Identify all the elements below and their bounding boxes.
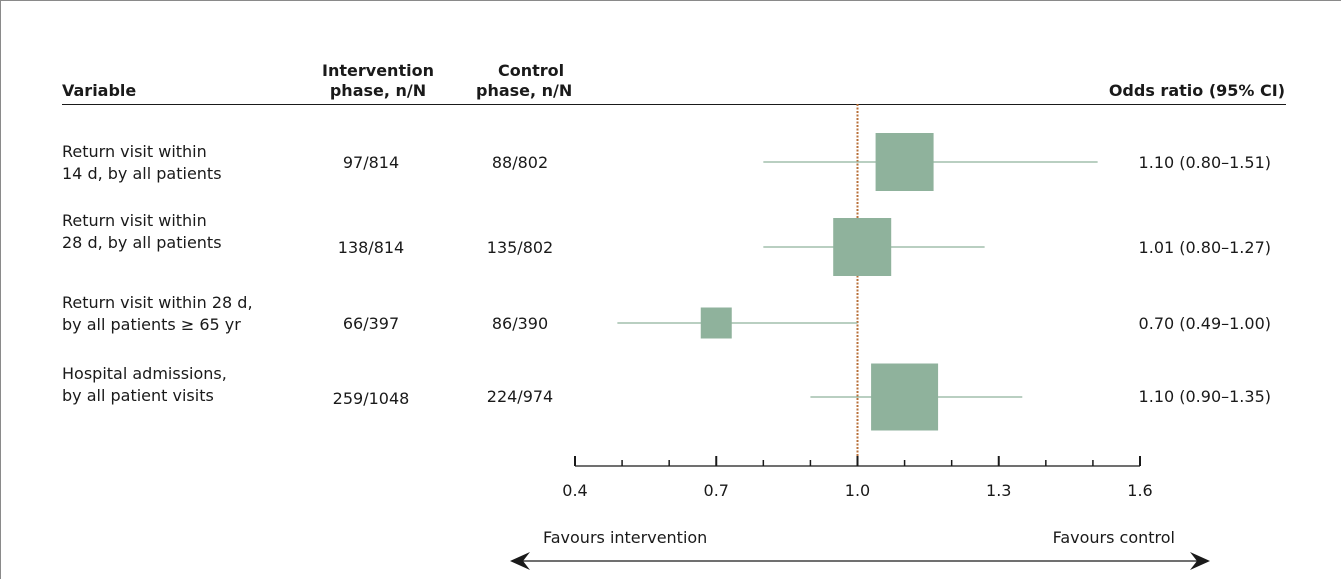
row-label: Return visit within 14 d, by all patient… (62, 141, 222, 185)
header-control: Control phase, n/N (476, 61, 572, 101)
row-label-line: by all patients ≥ 65 yr (62, 315, 241, 334)
intervention-count: 97/814 (342, 153, 400, 172)
row-label-line: Return visit within (62, 142, 207, 161)
row-label-line: Return visit within (62, 211, 207, 230)
odds-ratio-marker (875, 133, 934, 191)
odds-ratio-marker (871, 363, 939, 431)
x-axis-tick-label: 0.4 (562, 481, 587, 500)
row-label: Return visit within 28 d, by all patient… (62, 210, 222, 254)
control-count: 86/390 (491, 314, 549, 333)
header-intervention-line1: Intervention (322, 61, 434, 80)
x-axis-tick-label: 1.0 (845, 481, 870, 500)
header-rule (62, 104, 1286, 105)
row-label: Hospital admissions, by all patient visi… (62, 363, 227, 407)
header-control-line1: Control (498, 61, 565, 80)
header-odds-ratio: Odds ratio (95% CI) (1108, 81, 1285, 100)
header-intervention-line2: phase, n/N (329, 81, 427, 100)
x-axis-tick-label: 0.7 (704, 481, 729, 500)
row-label-line: Hospital admissions, (62, 364, 227, 383)
control-count: 135/802 (486, 238, 554, 257)
x-axis-tick-label: 1.3 (986, 481, 1011, 500)
odds-ratio-value: 1.10 (0.80–1.51) (1138, 153, 1271, 172)
odds-ratio-marker (833, 218, 892, 276)
odds-ratio-value: 0.70 (0.49–1.00) (1138, 314, 1271, 333)
intervention-count: 259/1048 (332, 389, 410, 408)
left-arrowhead-icon (510, 552, 530, 570)
favours-control-label: Favours control (1053, 528, 1175, 547)
row-label-line: 28 d, by all patients (62, 233, 222, 252)
row-label-line: 14 d, by all patients (62, 164, 222, 183)
control-count: 224/974 (486, 387, 554, 406)
odds-ratio-marker (700, 307, 732, 339)
row-label: Return visit within 28 d, by all patient… (62, 292, 253, 336)
odds-ratio-value: 1.10 (0.90–1.35) (1138, 387, 1271, 406)
x-axis-tick-label: 1.6 (1127, 481, 1152, 500)
header-control-line2: phase, n/N (476, 81, 573, 100)
intervention-count: 66/397 (342, 314, 400, 333)
favours-intervention-label: Favours intervention (543, 528, 707, 547)
header-variable: Variable (62, 81, 137, 100)
intervention-count: 138/814 (337, 238, 405, 257)
header-intervention: Intervention phase, n/N (288, 61, 468, 101)
right-arrowhead-icon (1190, 552, 1210, 570)
odds-ratio-value: 1.01 (0.80–1.27) (1138, 238, 1271, 257)
row-label-line: Return visit within 28 d, (62, 293, 253, 312)
row-label-line: by all patient visits (62, 386, 214, 405)
control-count: 88/802 (491, 153, 549, 172)
